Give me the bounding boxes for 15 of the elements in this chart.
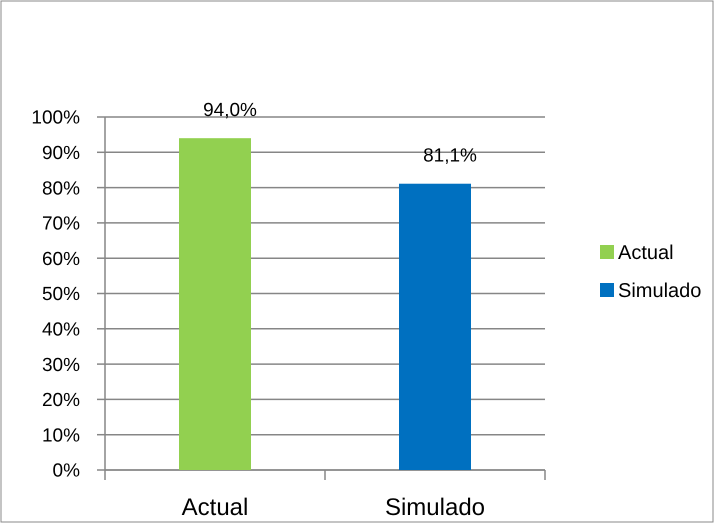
- y-tick-label: 60%: [42, 248, 80, 270]
- y-tick-label: 50%: [42, 284, 80, 306]
- y-tick-label: 70%: [42, 214, 80, 235]
- y-tick-label: 40%: [42, 319, 80, 340]
- data-label: 81,1%: [423, 146, 478, 167]
- data-label: 94,0%: [203, 100, 258, 122]
- legend-label: Actual: [618, 242, 674, 264]
- y-tick-label: 30%: [42, 354, 80, 376]
- y-tick-label: 100%: [31, 108, 80, 129]
- y-tick-label: 0%: [52, 460, 80, 482]
- y-tick-label: 80%: [42, 178, 80, 200]
- y-tick-label: 90%: [42, 142, 80, 164]
- y-tick-label: 20%: [42, 390, 80, 412]
- y-tick-label: 10%: [42, 425, 80, 446]
- legend-label: Simulado: [618, 280, 702, 302]
